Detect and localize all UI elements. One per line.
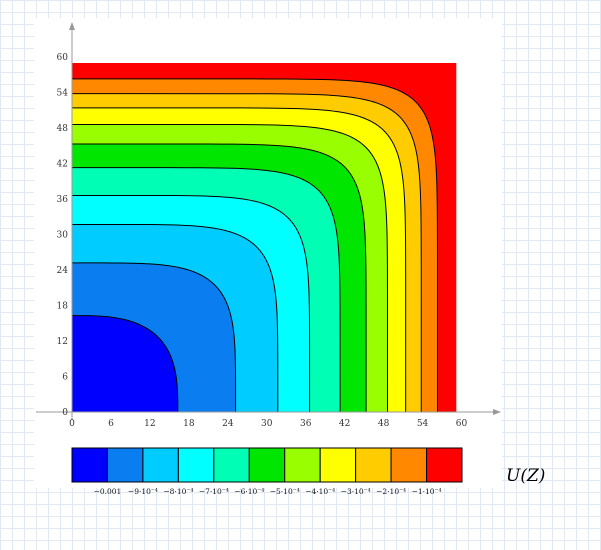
- legend-swatch-2: [142, 447, 179, 483]
- legend: −0.001 −9·10⁻⁴ −8·10⁻⁴ −7·10⁻⁴ −6·10⁻⁴ −5·10⁻…: [71, 447, 463, 496]
- x-tick-label: 30: [261, 419, 273, 429]
- contour-line-1: [72, 262, 237, 412]
- legend-swatch-5: [248, 447, 286, 483]
- y-tick-label: 0: [62, 408, 68, 418]
- legend-swatch-9: [390, 447, 428, 483]
- legend-swatch-1: [106, 447, 144, 483]
- contour-line-4: [72, 167, 341, 412]
- axes: [36, 22, 501, 420]
- legend-swatch-8: [355, 447, 392, 483]
- legend-swatch-4: [213, 447, 250, 483]
- x-tick-label: 54: [417, 419, 429, 429]
- x-tick-label: 42: [339, 419, 350, 429]
- x-tick-label: 6: [108, 419, 114, 429]
- legend-level-label: −6·10⁻⁴: [234, 487, 264, 496]
- contour-line-9: [72, 78, 438, 412]
- legend-level-label: −2·10⁻⁴: [376, 487, 406, 496]
- contour-line-3: [72, 194, 311, 412]
- legend-level-label: −9·10⁻⁴: [128, 487, 158, 496]
- y-tick-label: 6: [62, 373, 68, 383]
- contour-line-6: [72, 123, 388, 412]
- y-tick-label: 36: [57, 195, 69, 205]
- y-tick-label: 48: [57, 124, 69, 134]
- contour-line-8: [72, 93, 422, 412]
- contour-line-2: [72, 223, 279, 412]
- y-tick-label: 54: [57, 89, 69, 99]
- y-tick-label: 42: [57, 160, 68, 170]
- y-tick-label: 30: [57, 231, 69, 241]
- function-label: U(Z): [506, 466, 546, 486]
- legend-swatch-10: [426, 447, 463, 483]
- legend-level-label: −7·10⁻⁴: [199, 487, 229, 496]
- legend-level-label: −4·10⁻⁴: [305, 487, 335, 496]
- legend-level-label: −0.001: [94, 487, 122, 496]
- legend-level-label: −1·10⁻⁴: [412, 487, 442, 496]
- y-tick-label: 18: [57, 302, 69, 312]
- legend-level-label: −8·10⁻⁴: [163, 487, 193, 496]
- y-tick-label: 60: [57, 53, 69, 63]
- x-axis-arrow: [493, 409, 501, 415]
- legend-swatch-0: [71, 447, 108, 483]
- legend-swatch-7: [319, 447, 357, 483]
- contour-band-0: [72, 315, 178, 412]
- x-tick-label: 24: [222, 419, 234, 429]
- y-tick-label: 24: [57, 266, 69, 276]
- legend-level-label: −5·10⁻⁴: [270, 487, 300, 496]
- contour-line-5: [72, 143, 367, 412]
- y-axis-arrow: [69, 22, 75, 30]
- legend-swatch-6: [284, 447, 321, 483]
- x-tick-label: 12: [144, 419, 155, 429]
- legend-swatch-3: [177, 447, 215, 483]
- legend-level-label: −3·10⁻⁴: [341, 487, 371, 496]
- x-tick-label: 0: [69, 419, 75, 429]
- x-tick-label: 60: [456, 419, 468, 429]
- contour-lines: [72, 78, 438, 412]
- tick-labels: 0 6 12 18 24 30 36 42 48 54 60 0 6 12 18 24 30 36 42 48 54 60: [57, 53, 468, 429]
- x-tick-label: 18: [183, 419, 195, 429]
- y-tick-label: 12: [57, 337, 68, 347]
- x-tick-label: 36: [300, 419, 312, 429]
- contour-line-7: [72, 107, 407, 412]
- contour-bands: [72, 63, 457, 412]
- contour-line-0: [72, 315, 179, 412]
- x-tick-label: 48: [378, 419, 390, 429]
